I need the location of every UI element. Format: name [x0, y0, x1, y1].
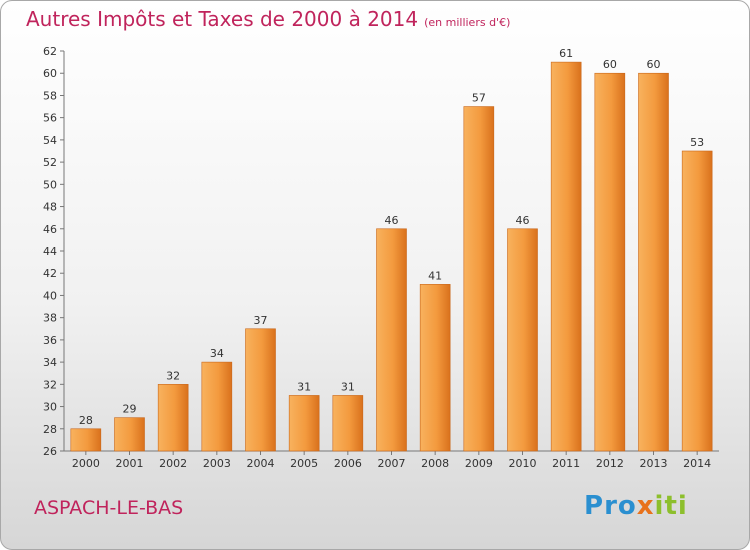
bar-2007 [376, 228, 407, 452]
value-label-2011: 61 [559, 47, 573, 60]
chart-subtitle: (en milliers d'€) [424, 16, 511, 29]
x-tick-label-2000: 2000 [72, 457, 100, 470]
logo-letter: o [617, 491, 637, 521]
x-tick-label-2007: 2007 [378, 457, 406, 470]
value-label-2014: 53 [690, 136, 704, 149]
value-label-2001: 29 [123, 403, 137, 416]
bar-2001 [114, 417, 145, 452]
logo-letter: P [584, 491, 605, 521]
y-tick-label: 34 [43, 356, 57, 369]
value-label-2006: 31 [341, 380, 355, 393]
x-tick-label-2006: 2006 [334, 457, 362, 470]
logo-letter: x [636, 491, 655, 521]
y-tick-label: 26 [43, 445, 57, 458]
value-label-2012: 60 [603, 58, 617, 71]
value-label-2013: 60 [647, 58, 661, 71]
x-tick-label-2005: 2005 [290, 457, 318, 470]
bar-2014 [681, 150, 713, 452]
x-tick-label-2010: 2010 [509, 457, 537, 470]
y-tick-label: 28 [43, 423, 57, 436]
value-label-2007: 46 [385, 214, 399, 227]
y-tick-label: 56 [43, 112, 57, 125]
value-label-2000: 28 [79, 414, 93, 427]
value-label-2005: 31 [297, 380, 311, 393]
x-tick-label-2003: 2003 [203, 457, 231, 470]
axes: 26 28 30 32 34 36 38 40 42 44 46 48 50 52 54 56 58 60 62 20… [43, 45, 719, 470]
bar-2002 [157, 384, 189, 452]
proxiti-logo: Proxiti [584, 491, 688, 521]
bars: 28 29 32 34 37 31 31 46 41 57 46 61 60 60 53 [70, 47, 713, 452]
y-tick-label: 36 [43, 334, 57, 347]
y-tick-label: 32 [43, 378, 57, 391]
bar-2008 [419, 284, 451, 452]
bar-2003 [201, 361, 233, 452]
bar-2004 [245, 328, 276, 452]
y-tick-label: 54 [43, 134, 57, 147]
bar-2009 [463, 106, 495, 452]
bar-2005 [288, 395, 320, 452]
x-tick-label-2012: 2012 [596, 457, 624, 470]
y-tick-label: 62 [43, 45, 57, 58]
place-name: ASPACH-LE-BAS [34, 497, 184, 519]
x-tick-label-2009: 2009 [465, 457, 493, 470]
y-tick-label: 50 [43, 178, 57, 191]
y-tick-label: 38 [43, 312, 57, 325]
y-tick-label: 52 [43, 156, 57, 169]
x-tick-label-2014: 2014 [683, 457, 711, 470]
bar-2011 [550, 61, 582, 452]
x-tick-label-2001: 2001 [116, 457, 144, 470]
value-label-2002: 32 [166, 369, 180, 382]
logo-letter: t [664, 491, 678, 521]
y-tick-label: 44 [43, 245, 57, 258]
x-tick-label-2011: 2011 [552, 457, 580, 470]
bar-2012 [594, 72, 626, 452]
chart-title-text: Autres Impôts et Taxes de 2000 à 2014 [26, 7, 419, 31]
x-tick-label-2002: 2002 [159, 457, 187, 470]
bar-2006 [332, 395, 364, 452]
bar-2010 [507, 228, 538, 452]
value-label-2004: 37 [254, 314, 268, 327]
value-label-2008: 41 [428, 269, 442, 282]
x-tick-label-2013: 2013 [640, 457, 668, 470]
bar-2000 [70, 428, 102, 452]
value-label-2009: 57 [472, 92, 486, 105]
x-tick-label-2008: 2008 [421, 457, 449, 470]
logo-letter: i [654, 491, 665, 521]
logo-letter: i [677, 491, 688, 521]
y-tick-label: 42 [43, 267, 57, 280]
x-tick-label-2004: 2004 [247, 457, 275, 470]
value-label-2003: 34 [210, 347, 224, 360]
bar-2013 [638, 72, 669, 452]
y-tick-label: 48 [43, 201, 57, 214]
chart-title: Autres Impôts et Taxes de 2000 à 2014 (en… [26, 7, 510, 31]
y-tick-label: 40 [43, 289, 57, 302]
y-tick-label: 58 [43, 89, 57, 102]
y-tick-label: 30 [43, 401, 57, 414]
logo-letter: r [604, 491, 618, 521]
y-tick-label: 46 [43, 223, 57, 236]
value-label-2010: 46 [516, 214, 530, 227]
y-tick-label: 60 [43, 67, 57, 80]
